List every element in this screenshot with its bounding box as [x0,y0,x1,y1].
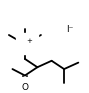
Text: N: N [22,40,28,49]
Text: I⁻: I⁻ [66,25,73,34]
Text: +: + [26,38,32,44]
Text: O: O [21,83,28,92]
